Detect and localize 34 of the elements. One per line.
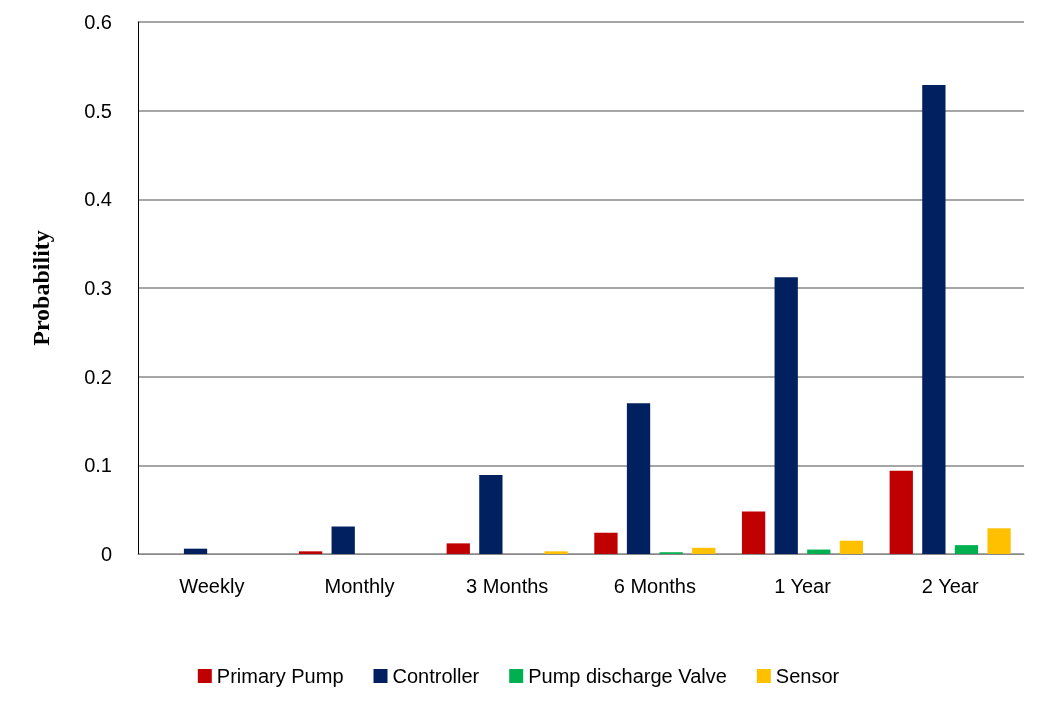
y-axis-title: Probability [28, 230, 54, 346]
legend-label: Controller [392, 665, 480, 687]
y-tick-label: 0.6 [84, 11, 112, 33]
bar [692, 547, 716, 554]
x-tick-label: Weekly [179, 575, 245, 597]
legend-label: Pump discharge Valve [528, 665, 727, 687]
bar [987, 528, 1011, 554]
y-tick-label: 0.3 [84, 277, 112, 299]
x-tick-label: Monthly [324, 575, 395, 597]
x-tick-label: 6 Months [613, 575, 696, 597]
bar [331, 526, 355, 554]
bar [626, 403, 651, 554]
bar [774, 277, 798, 554]
bar [594, 532, 618, 554]
bar [922, 84, 946, 554]
bar [183, 548, 208, 554]
y-tick-label: 0.5 [84, 99, 112, 122]
bar [479, 475, 503, 554]
y-tick-label: 0.4 [84, 188, 112, 211]
bar [839, 540, 864, 554]
bar [954, 545, 979, 554]
legend-label: Primary Pump [216, 665, 344, 687]
x-tick-label: 2 Year [921, 575, 979, 597]
y-tick-label: 0.2 [84, 365, 112, 388]
x-tick-label: 3 Months [466, 575, 549, 597]
bar [446, 543, 470, 554]
x-tick-label: 1 Year [774, 575, 832, 597]
bar [889, 470, 913, 554]
y-tick-label: 0.1 [84, 454, 112, 477]
y-tick-label: 0 [100, 543, 112, 565]
bar [298, 551, 323, 554]
legend-label: Sensor [775, 665, 840, 687]
bar [741, 511, 766, 554]
bar [544, 551, 568, 554]
